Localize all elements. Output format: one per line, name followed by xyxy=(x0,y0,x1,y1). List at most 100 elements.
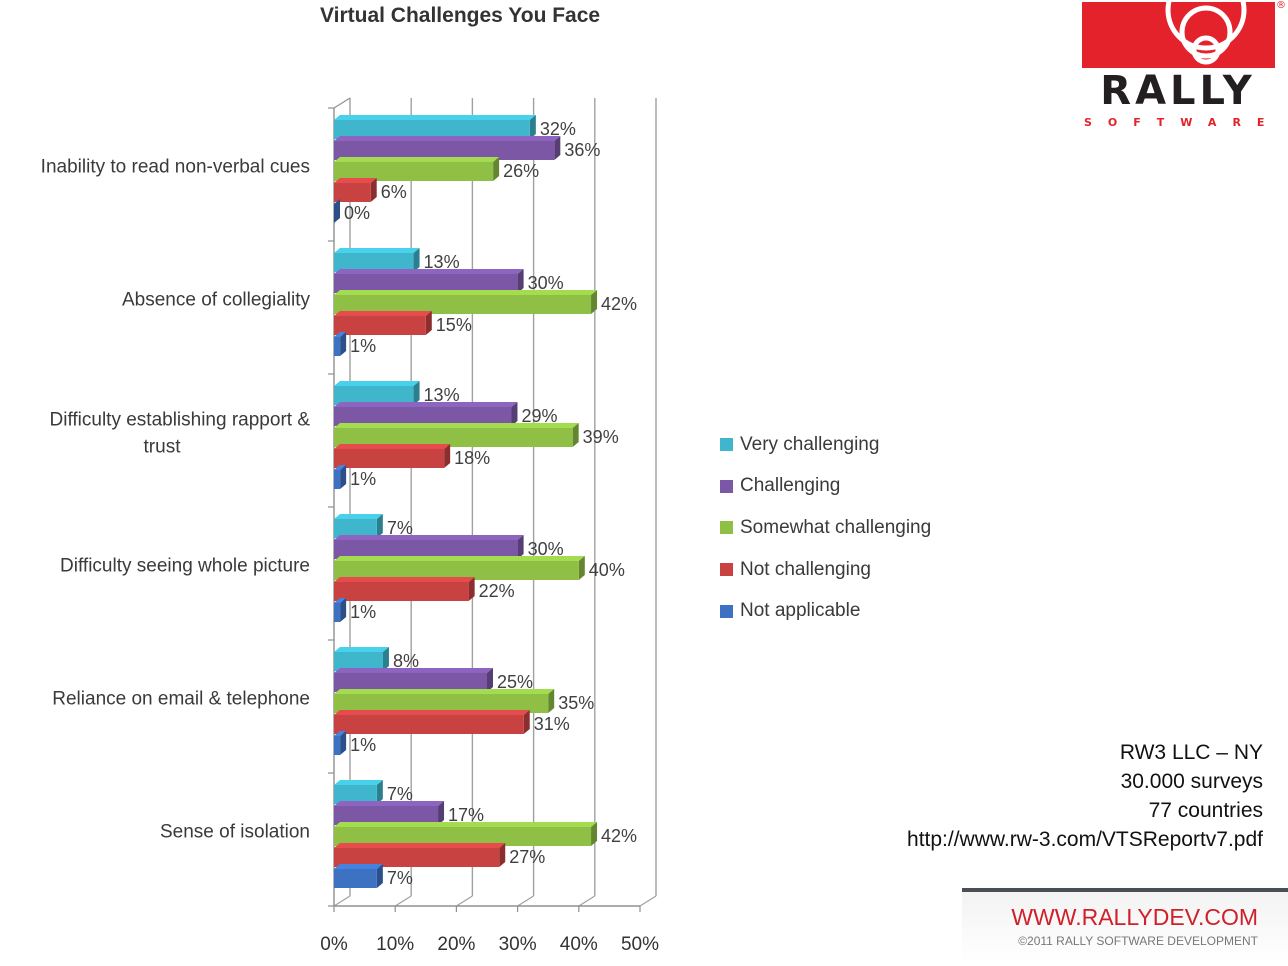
bar xyxy=(334,519,377,538)
bar-side xyxy=(517,269,524,293)
source-link[interactable]: http://www.rw-3.com/VTSReportv7.pdf xyxy=(907,828,1263,851)
bar-top xyxy=(334,423,579,428)
bar xyxy=(334,449,445,468)
data-label: 30% xyxy=(528,273,564,293)
source-line: 77 countries xyxy=(1148,799,1263,822)
gridline-floor xyxy=(456,895,473,907)
data-label: 30% xyxy=(528,539,564,559)
bar-top xyxy=(334,465,347,470)
bar xyxy=(334,470,341,489)
data-label: 13% xyxy=(424,385,460,405)
gridline-floor xyxy=(639,895,657,907)
bar-side xyxy=(413,248,420,272)
bar xyxy=(334,540,518,559)
bar xyxy=(334,407,512,426)
data-label: 22% xyxy=(479,581,515,601)
legend-item: Very challenging xyxy=(720,424,931,466)
bar-top xyxy=(334,689,555,694)
category-label: Inability to read non-verbal cues xyxy=(41,157,310,178)
data-label: 35% xyxy=(558,693,594,713)
bar xyxy=(334,736,341,755)
data-label: 0% xyxy=(344,203,370,223)
footer-url-link[interactable]: WWW.RALLYDEV.COM xyxy=(1011,904,1258,930)
bar xyxy=(334,785,377,804)
data-label: 18% xyxy=(454,448,490,468)
category-label: trust xyxy=(144,437,182,458)
legend-swatch xyxy=(720,479,733,493)
bar xyxy=(334,386,414,405)
bar-side xyxy=(334,199,340,223)
bar-side xyxy=(572,423,579,447)
category-label: Difficulty seeing whole picture xyxy=(60,556,310,577)
bar-top xyxy=(334,332,347,337)
data-label: 1% xyxy=(350,602,376,622)
bar-top xyxy=(334,248,420,253)
bar-top xyxy=(334,157,500,162)
data-label: 7% xyxy=(387,868,413,888)
y-axis-top xyxy=(333,97,351,109)
data-label: 29% xyxy=(521,406,557,426)
bar-top xyxy=(334,178,377,183)
x-tick-label: 40% xyxy=(560,934,598,955)
bar xyxy=(334,428,573,447)
bar-top xyxy=(334,402,518,407)
bar-side xyxy=(382,647,389,671)
legend-label: Not challenging xyxy=(740,558,871,580)
bar-top xyxy=(334,780,383,785)
bar-side xyxy=(591,290,598,314)
data-label: 31% xyxy=(534,714,570,734)
bar-side xyxy=(340,731,347,755)
bar xyxy=(334,253,414,272)
legend-label: Very challenging xyxy=(740,433,880,455)
bar-side xyxy=(591,822,598,846)
chart-title: Virtual Challenges You Face xyxy=(320,4,601,27)
data-label: 17% xyxy=(448,805,484,825)
data-label: 40% xyxy=(589,560,625,580)
bar-side xyxy=(438,801,445,825)
bar-top xyxy=(334,864,383,869)
source-line: RW3 LLC – NY xyxy=(1119,741,1263,764)
data-label: 26% xyxy=(503,161,539,181)
bar-side xyxy=(340,332,347,356)
bar-top xyxy=(334,514,383,519)
bar-top xyxy=(334,444,451,449)
bar-side xyxy=(487,668,493,692)
bar xyxy=(334,673,487,692)
category-label: Absence of collegiality xyxy=(122,290,310,311)
x-tick-label: 0% xyxy=(320,934,348,955)
data-label: 8% xyxy=(393,651,419,671)
data-label: 1% xyxy=(350,336,376,356)
legend-label: Somewhat challenging xyxy=(740,516,932,538)
bar-side xyxy=(578,556,585,580)
data-label: 39% xyxy=(583,427,619,447)
bar-top xyxy=(334,843,506,848)
bar xyxy=(334,848,500,867)
bar-top xyxy=(334,710,530,715)
data-label: 32% xyxy=(540,119,576,139)
source-line: 30.000 surveys xyxy=(1120,770,1263,793)
bar-side xyxy=(468,577,475,601)
bar-side xyxy=(517,535,524,559)
bar xyxy=(334,715,524,734)
logo-emblem xyxy=(1082,2,1275,68)
bar-top xyxy=(334,290,598,295)
bar-top xyxy=(334,381,420,386)
bar xyxy=(334,806,439,825)
bar-top xyxy=(334,598,347,603)
bar-side xyxy=(413,381,420,405)
logo-subtitle: SOFTWARE xyxy=(1084,116,1281,129)
legend-swatch xyxy=(720,604,733,618)
bar xyxy=(334,582,469,601)
bar xyxy=(334,561,579,580)
logo-rings-icon xyxy=(1165,2,1247,65)
legend-swatch xyxy=(720,438,733,452)
legend-swatch xyxy=(720,521,733,535)
data-label: 36% xyxy=(564,140,600,160)
gridline-floor xyxy=(333,895,351,907)
gridline-floor xyxy=(578,895,596,907)
bar-side xyxy=(376,780,383,804)
logo-wordmark: RALLY xyxy=(1100,68,1256,114)
bar-top xyxy=(334,556,585,561)
bar-top xyxy=(334,269,524,274)
bar-side xyxy=(529,115,536,139)
